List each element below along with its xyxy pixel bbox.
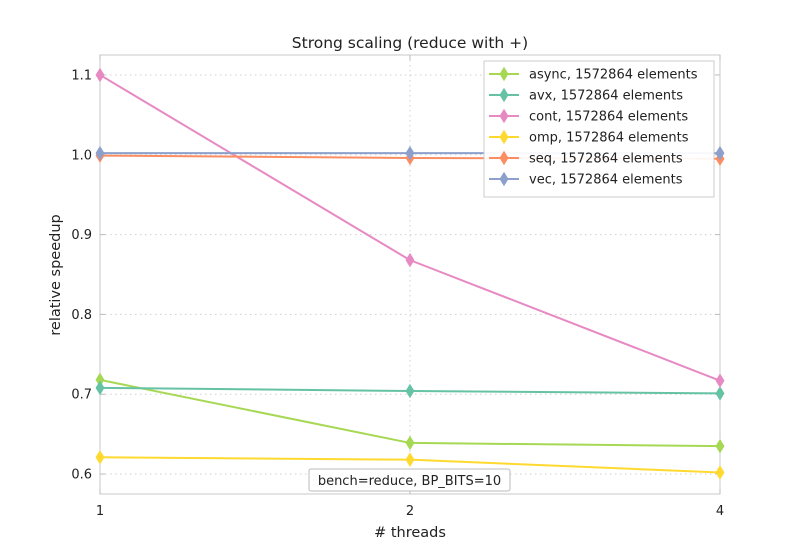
x-axis: 1 2 4 xyxy=(96,55,724,519)
data-point xyxy=(95,450,105,465)
y-tick-label: 1.0 xyxy=(71,148,92,163)
series-cont xyxy=(95,67,725,388)
data-point xyxy=(715,465,725,480)
legend-label: vec, 1572864 elements xyxy=(529,173,683,188)
data-point xyxy=(405,145,415,161)
x-tick-label: 1 xyxy=(96,504,104,519)
legend-swatch-marker xyxy=(499,171,509,187)
data-point xyxy=(715,373,725,388)
legend-item: cont, 1572864 elements xyxy=(489,108,688,125)
legend-label: cont, 1572864 elements xyxy=(529,110,688,125)
data-point xyxy=(95,145,105,161)
data-point xyxy=(715,386,725,401)
data-point xyxy=(405,252,415,268)
legend-box xyxy=(483,60,715,198)
y-tick-label: 0.9 xyxy=(71,228,92,243)
legend: async, 1572864 elements avx, 1572864 elem… xyxy=(483,60,715,198)
series-async xyxy=(95,372,725,454)
chart-title: Strong scaling (reduce with +) xyxy=(292,34,528,52)
data-point xyxy=(405,452,415,467)
series-omp xyxy=(95,450,725,480)
data-point xyxy=(715,438,725,454)
legend-swatch-marker xyxy=(499,66,509,82)
legend-item: async, 1572864 elements xyxy=(489,66,698,83)
legend-item: omp, 1572864 elements xyxy=(489,129,689,146)
data-point xyxy=(405,435,415,451)
data-point xyxy=(715,145,725,161)
legend-item: avx, 1572864 elements xyxy=(489,87,683,104)
legend-label: async, 1572864 elements xyxy=(529,68,698,83)
annotation-text: bench=reduce, BP_BITS=10 xyxy=(318,474,501,489)
data-point xyxy=(95,67,105,83)
data-point xyxy=(405,383,415,399)
annotation-box xyxy=(308,468,511,492)
series-avx xyxy=(95,380,725,401)
y-axis-label: relative speedup xyxy=(48,214,64,336)
legend-item: vec, 1572864 elements xyxy=(489,171,683,188)
legend-swatch-marker xyxy=(499,108,509,124)
legend-label: seq, 1572864 elements xyxy=(529,152,683,167)
y-tick-label: 0.7 xyxy=(71,388,92,403)
data-point xyxy=(95,380,105,396)
x-tick-label: 2 xyxy=(406,504,414,519)
legend-item: seq, 1572864 elements xyxy=(489,150,683,167)
x-tick-label: 4 xyxy=(716,504,724,519)
y-tick-label: 0.8 xyxy=(71,308,92,323)
legend-swatch-marker xyxy=(499,150,509,166)
y-tick-label: 0.6 xyxy=(71,468,92,483)
x-axis-label: # threads xyxy=(374,525,446,541)
legend-label: avx, 1572864 elements xyxy=(529,89,683,104)
legend-swatch-marker xyxy=(499,129,509,145)
legend-swatch-marker xyxy=(499,87,509,103)
y-tick-label: 1.1 xyxy=(71,68,92,83)
annotation: bench=reduce, BP_BITS=10 xyxy=(308,468,511,492)
series-layer xyxy=(95,67,725,480)
legend-label: omp, 1572864 elements xyxy=(529,131,689,146)
